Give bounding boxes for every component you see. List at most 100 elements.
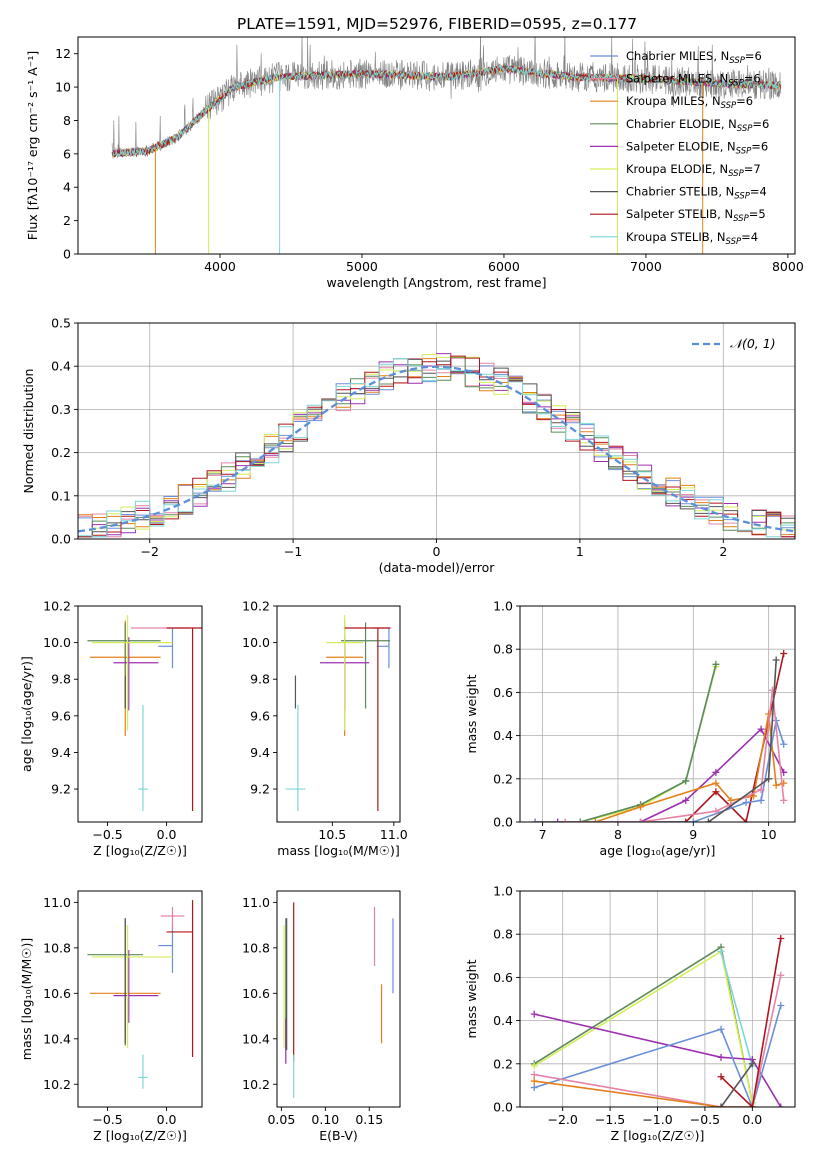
- series-marker-salpeter-miles: [757, 786, 765, 794]
- series-marker-kroupa-miles: [712, 779, 720, 787]
- plot-area-residuals: [78, 353, 795, 538]
- panel-age-vs-Z: −0.5 0.0 9.2 9.4 9.6 9.8 10.0 10.2 Z [log₁₀(Z/Z☉…: [19, 599, 203, 858]
- x-tick-label: −1: [284, 544, 302, 559]
- normal-curve-line: [78, 365, 795, 533]
- series-marker-chabrier-elodie: [712, 660, 720, 668]
- legend-label-chabrier-miles: Chabrier MILES, NSSP=6: [626, 49, 762, 66]
- x-tick-label: 0: [433, 544, 441, 559]
- y-tick-label: 10.8: [43, 940, 71, 955]
- y-tick-label: 10.6: [43, 986, 71, 1001]
- axes-frame: [77, 890, 203, 1108]
- y-tick-label: 10.2: [242, 599, 270, 614]
- series-marker-chabrier-miles: [780, 740, 788, 748]
- histogram-kroupa-stelib: [78, 358, 795, 538]
- x-tick-label: −0.5: [92, 1112, 122, 1127]
- series-marker-chabrier-miles: [689, 818, 697, 822]
- y-tick-label: 2: [63, 213, 71, 228]
- x-axis-label: Z [log₁₀(Z/Z☉)]: [93, 1128, 187, 1143]
- axes-overlay-age-vs-Z: −0.5 0.0 9.2 9.4 9.6 9.8 10.0 10.2 Z [log₁₀(Z/Z☉…: [19, 599, 203, 858]
- histogram-kroupa-elodie: [78, 354, 795, 538]
- axes-frame: [77, 605, 203, 823]
- y-tick-label: 9.4: [250, 745, 270, 760]
- y-tick-label: 10.4: [43, 1031, 71, 1046]
- y-tick-label: 10: [55, 80, 71, 95]
- x-tick-label: −0.5: [92, 827, 122, 842]
- series-line-salpeter-stelib: [720, 938, 782, 1107]
- y-tick-label: 4: [63, 180, 71, 195]
- y-axis-label: Normed distribution: [21, 369, 36, 494]
- y-tick-label: 9.4: [51, 745, 71, 760]
- axes-frame: [276, 605, 401, 823]
- x-tick-label: −2.0: [547, 1112, 577, 1127]
- x-tick-label: 8: [614, 827, 622, 842]
- x-tick-label: 4000: [204, 259, 236, 274]
- series-marker-salpeter-elodie: [757, 725, 765, 733]
- axes-overlay-residuals: −2 −1 0 1 2 0.0 0.1 0.2 0.3 0.4 0.5 (data-model)/er…: [21, 316, 796, 575]
- panel-mass-vs-Z: −0.5 0.0 10.2 10.4 10.6 10.8 11.0 Z [log₁₀(Z/Z☉…: [19, 890, 203, 1143]
- histogram-salpeter-stelib: [78, 355, 795, 538]
- series-marker-chabrier-elodie: [682, 777, 690, 785]
- x-axis-label: Z [log₁₀(Z/Z☉)]: [93, 843, 187, 858]
- axes-overlay-mass-vs-Z: −0.5 0.0 10.2 10.4 10.6 10.8 11.0 Z [log₁₀(Z/Z☉…: [19, 890, 203, 1143]
- x-axis-label: age [log₁₀(age/yr)]: [600, 843, 716, 858]
- y-axis-label: mass weight: [464, 674, 479, 753]
- axes-overlay-massweight-vs-Z: −2.0 −1.5 −1.0 −0.5 0.0 0.0 0.2 0.4 0.6 0.8 1.0 Z […: [464, 884, 796, 1143]
- x-tick-label: 11.0: [380, 827, 408, 842]
- series-marker-salpeter-elodie: [530, 1010, 538, 1018]
- legend-label-kroupa-stelib: Kroupa STELIB, NSSP=4: [626, 230, 758, 247]
- panel-spectrum: 4000 5000 6000 7000 8000 0 2 4 6 8 10 12 wavelength …: [25, 36, 804, 290]
- y-tick-label: 0.5: [51, 316, 71, 331]
- y-tick-label: 0.6: [493, 685, 513, 700]
- y-tick-label: 1.0: [493, 599, 513, 614]
- y-tick-label: 9.2: [250, 782, 270, 797]
- x-tick-label: 9: [689, 827, 697, 842]
- y-tick-label: 9.8: [51, 672, 71, 687]
- y-tick-label: 0.8: [493, 642, 513, 657]
- y-tick-label: 1.0: [493, 884, 513, 899]
- series-marker-chabrier-miles: [777, 1001, 785, 1009]
- x-tick-label: 6000: [488, 259, 520, 274]
- axes-frame: [276, 890, 401, 1108]
- x-tick-label: 0.10: [311, 1112, 339, 1127]
- axes-overlay-age-vs-mass: 10.5 11.0 9.2 9.4 9.6 9.8 10.0 10.2 mass [log₁₀(…: [242, 599, 408, 859]
- series-line-chabrier-miles: [533, 1005, 782, 1107]
- series-marker-salpeter-elodie: [554, 818, 562, 822]
- y-tick-label: 10.8: [242, 940, 270, 955]
- x-tick-label: 5000: [346, 259, 378, 274]
- y-tick-label: 11.0: [43, 895, 71, 910]
- y-axis-label: mass weight: [464, 959, 479, 1038]
- series-marker-chabrier-miles: [530, 1084, 538, 1092]
- y-tick-label: 0.0: [51, 532, 71, 547]
- series-marker-chabrier-elodie: [576, 818, 584, 822]
- x-tick-label: 0.15: [355, 1112, 383, 1127]
- x-tick-label: −1.5: [595, 1112, 625, 1127]
- series-marker-salpeter-stelib: [682, 818, 690, 822]
- legend-label-chabrier-stelib: Chabrier STELIB, NSSP=4: [626, 185, 767, 202]
- figure-title: PLATE=1591, MJD=52976, FIBERID=0595, z=0…: [237, 15, 637, 33]
- series-marker-kroupa-miles: [591, 818, 599, 822]
- legend-label-kroupa-elodie: Kroupa ELODIE, NSSP=7: [626, 162, 761, 179]
- plot-area-mass-vs-Z: [87, 900, 194, 1089]
- x-axis-label: (data-model)/error: [379, 560, 496, 575]
- x-tick-label: 7000: [630, 259, 662, 274]
- legend-label-salpeter-elodie: Salpeter ELODIE, NSSP=6: [626, 139, 768, 156]
- series-marker-chabrier-miles: [531, 818, 539, 822]
- series-marker-kroupa-elodie: [530, 1062, 538, 1070]
- y-tick-label: 0.6: [493, 970, 513, 985]
- panel-age-vs-mass: 10.5 11.0 9.2 9.4 9.6 9.8 10.0 10.2 mass [log₁₀(…: [242, 599, 408, 859]
- y-tick-label: 6: [63, 146, 71, 161]
- series-marker-salpeter-stelib: [780, 650, 788, 658]
- y-tick-label: 0.4: [51, 359, 71, 374]
- series-marker-salpeter-stelib: [777, 935, 785, 943]
- y-axis-label: age [log₁₀(age/yr)]: [19, 656, 34, 772]
- x-axis-label: Z [log₁₀(Z/Z☉)]: [611, 1128, 705, 1143]
- series-marker-kroupa-miles: [637, 803, 645, 811]
- y-axis-label: Flux [fλ10⁻¹⁷ erg cm⁻² s⁻¹ A⁻¹]: [25, 51, 40, 240]
- x-tick-label: −2: [140, 544, 158, 559]
- series-marker-salpeter-miles: [777, 971, 785, 979]
- x-axis-label: mass [log₁₀(M/M☉)]: [277, 843, 399, 858]
- y-tick-label: 0.3: [51, 402, 71, 417]
- x-tick-label: −0.5: [690, 1112, 720, 1127]
- y-tick-label: 0.4: [493, 728, 513, 743]
